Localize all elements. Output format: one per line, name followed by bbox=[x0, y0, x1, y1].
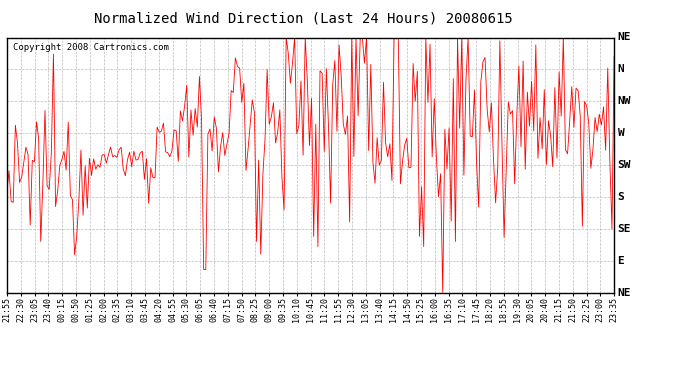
Text: Copyright 2008 Cartronics.com: Copyright 2008 Cartronics.com bbox=[13, 43, 169, 52]
Text: NE: NE bbox=[618, 288, 631, 297]
Text: SW: SW bbox=[618, 160, 631, 170]
Text: SE: SE bbox=[618, 224, 631, 234]
Text: Normalized Wind Direction (Last 24 Hours) 20080615: Normalized Wind Direction (Last 24 Hours… bbox=[95, 11, 513, 25]
Text: E: E bbox=[618, 256, 624, 266]
Text: S: S bbox=[618, 192, 624, 202]
Text: W: W bbox=[618, 128, 624, 138]
Text: N: N bbox=[618, 64, 624, 74]
Text: NE: NE bbox=[618, 33, 631, 42]
Text: NW: NW bbox=[618, 96, 631, 106]
